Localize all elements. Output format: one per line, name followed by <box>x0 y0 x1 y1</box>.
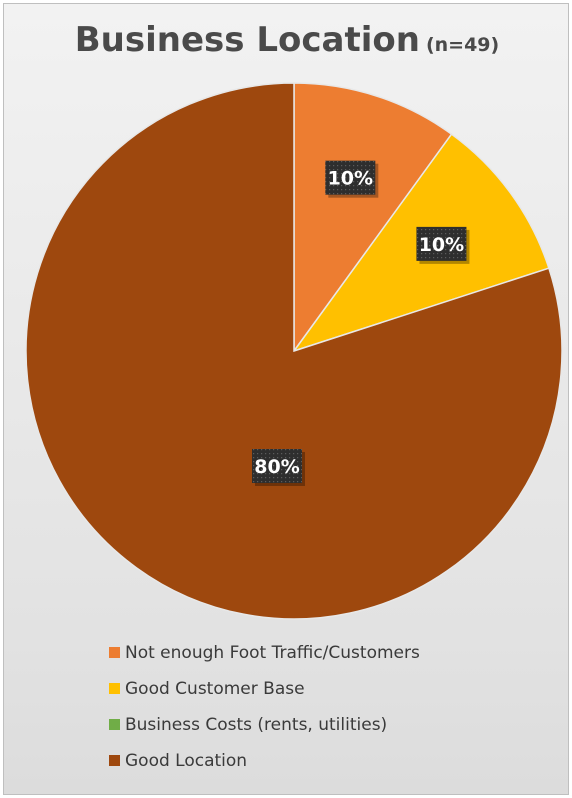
legend: Not enough Foot Traffic/Customers Good C… <box>109 640 420 784</box>
chart-title: Business Location (n=49) <box>4 20 570 60</box>
pie-slice <box>25 82 563 620</box>
data-label: 80% <box>252 449 305 486</box>
legend-swatch <box>109 755 120 766</box>
legend-swatch <box>109 719 120 730</box>
legend-swatch <box>109 683 120 694</box>
legend-item: Good Location <box>109 748 420 774</box>
legend-label: Not enough Foot Traffic/Customers <box>125 643 420 663</box>
legend-item: Not enough Foot Traffic/Customers <box>109 640 420 666</box>
pie-slice <box>293 82 453 354</box>
chart-title-subtitle: (n=49) <box>425 34 500 56</box>
legend-label: Good Location <box>125 751 248 771</box>
legend-label: Business Costs (rents, utilities) <box>125 715 388 735</box>
legend-item: Good Customer Base <box>109 676 420 702</box>
data-label: 10% <box>325 160 379 198</box>
legend-item: Business Costs (rents, utilities) <box>109 712 420 738</box>
legend-label: Good Customer Base <box>125 679 305 699</box>
data-label-text: 80% <box>254 456 299 478</box>
chart-frame: Business Location (n=49) 10% 10% 80% Not en… <box>3 3 569 795</box>
pie-chart: 10% 10% 80% <box>25 82 563 620</box>
data-label: 10% <box>416 226 470 264</box>
data-label-text: 10% <box>328 168 373 190</box>
data-label-text: 10% <box>419 234 464 256</box>
legend-swatch <box>109 647 120 658</box>
chart-title-main: Business Location <box>74 20 420 60</box>
